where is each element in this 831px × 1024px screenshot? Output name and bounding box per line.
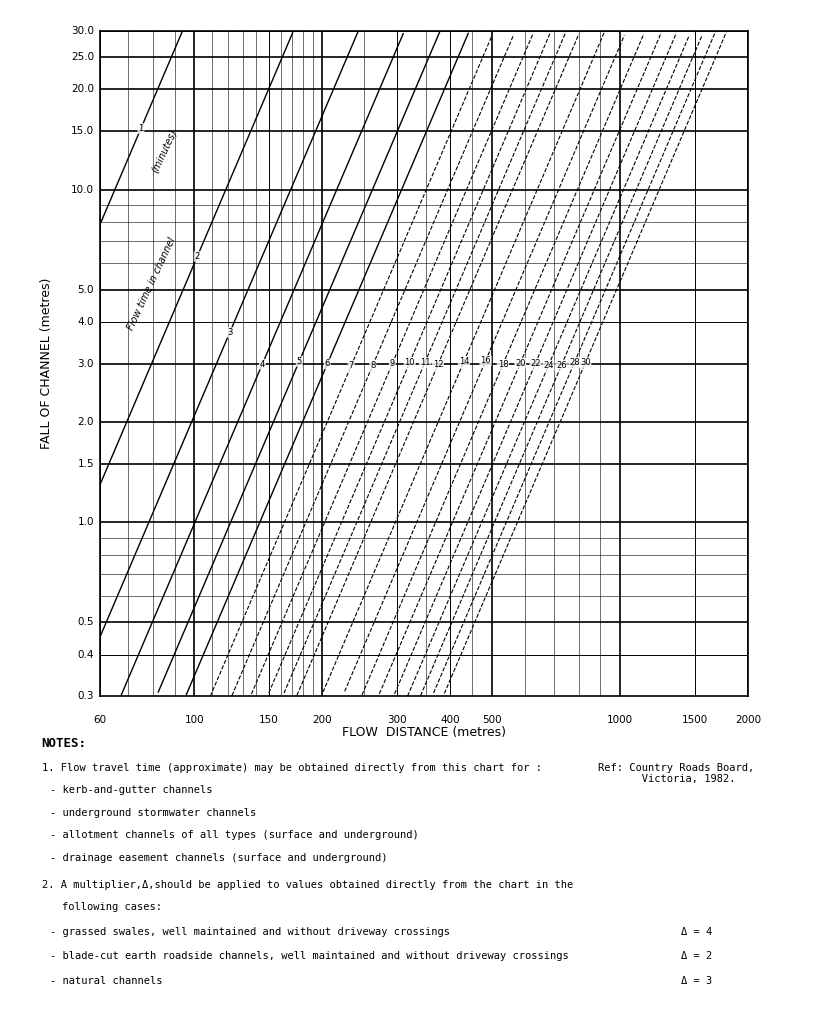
Text: Δ = 2: Δ = 2 bbox=[681, 951, 713, 962]
Text: 0.5: 0.5 bbox=[77, 617, 94, 628]
Text: - blade-cut earth roadside channels, well maintained and without driveway crossi: - blade-cut earth roadside channels, wel… bbox=[50, 951, 568, 962]
Text: Δ = 4: Δ = 4 bbox=[681, 927, 713, 937]
Text: 11: 11 bbox=[420, 358, 430, 367]
Text: 1.0: 1.0 bbox=[77, 517, 94, 527]
Text: 8: 8 bbox=[370, 360, 376, 370]
Text: 3: 3 bbox=[227, 328, 233, 337]
Text: 5.0: 5.0 bbox=[77, 285, 94, 295]
Text: - kerb-and-gutter channels: - kerb-and-gutter channels bbox=[50, 785, 213, 796]
Text: 18: 18 bbox=[498, 359, 509, 369]
Text: 400: 400 bbox=[440, 715, 460, 725]
Text: 1000: 1000 bbox=[607, 715, 633, 725]
Text: 5: 5 bbox=[297, 357, 302, 366]
Text: 0.3: 0.3 bbox=[77, 691, 94, 701]
Text: 1: 1 bbox=[138, 124, 144, 133]
Text: 200: 200 bbox=[312, 715, 332, 725]
Text: following cases:: following cases: bbox=[62, 902, 162, 912]
Text: 7: 7 bbox=[348, 361, 354, 371]
Text: 26: 26 bbox=[556, 360, 567, 370]
Text: Flow time in channel: Flow time in channel bbox=[125, 236, 178, 332]
Text: 14: 14 bbox=[459, 357, 470, 366]
Text: 6: 6 bbox=[325, 359, 330, 369]
Text: 1. Flow travel time (approximate) may be obtained directly from this chart for :: 1. Flow travel time (approximate) may be… bbox=[42, 763, 542, 773]
Text: NOTES:: NOTES: bbox=[42, 737, 86, 751]
Text: Δ = 3: Δ = 3 bbox=[681, 976, 713, 986]
Text: 16: 16 bbox=[480, 356, 491, 366]
Text: 300: 300 bbox=[387, 715, 407, 725]
Text: 3.0: 3.0 bbox=[77, 358, 94, 369]
Text: 10: 10 bbox=[405, 357, 415, 367]
Text: - grassed swales, well maintained and without driveway crossings: - grassed swales, well maintained and wi… bbox=[50, 927, 450, 937]
Text: (minutes): (minutes) bbox=[150, 127, 179, 174]
Text: 2.0: 2.0 bbox=[77, 417, 94, 427]
Text: 2: 2 bbox=[194, 252, 200, 261]
Text: - allotment channels of all types (surface and underground): - allotment channels of all types (surfa… bbox=[50, 830, 419, 841]
Text: 20.0: 20.0 bbox=[71, 84, 94, 94]
Text: 4.0: 4.0 bbox=[77, 317, 94, 327]
Text: 30: 30 bbox=[580, 358, 591, 368]
Text: 25.0: 25.0 bbox=[71, 52, 94, 62]
Y-axis label: FALL OF CHANNEL (metres): FALL OF CHANNEL (metres) bbox=[41, 278, 53, 450]
Text: - underground stormwater channels: - underground stormwater channels bbox=[50, 808, 256, 818]
X-axis label: FLOW  DISTANCE (metres): FLOW DISTANCE (metres) bbox=[342, 726, 506, 739]
Text: 15.0: 15.0 bbox=[71, 126, 94, 136]
Text: 1.5: 1.5 bbox=[77, 459, 94, 469]
Text: - drainage easement channels (surface and underground): - drainage easement channels (surface an… bbox=[50, 853, 387, 863]
Text: 22: 22 bbox=[530, 359, 541, 368]
Text: Ref: Country Roads Board,
       Victoria, 1982.: Ref: Country Roads Board, Victoria, 1982… bbox=[598, 763, 755, 784]
Text: 20: 20 bbox=[515, 358, 525, 368]
Text: 28: 28 bbox=[569, 358, 580, 367]
Text: 150: 150 bbox=[259, 715, 279, 725]
Text: 1500: 1500 bbox=[681, 715, 708, 725]
Text: 60: 60 bbox=[93, 715, 106, 725]
Text: 2000: 2000 bbox=[735, 715, 761, 725]
Text: 2. A multiplier,Δ,should be applied to values obtained directly from the chart i: 2. A multiplier,Δ,should be applied to v… bbox=[42, 880, 573, 890]
Text: 500: 500 bbox=[482, 715, 501, 725]
Text: 4: 4 bbox=[259, 359, 265, 369]
Text: - natural channels: - natural channels bbox=[50, 976, 162, 986]
Text: 12: 12 bbox=[433, 360, 443, 370]
Text: 0.4: 0.4 bbox=[77, 650, 94, 659]
Text: 9: 9 bbox=[390, 359, 395, 368]
Text: 100: 100 bbox=[184, 715, 204, 725]
Text: 30.0: 30.0 bbox=[71, 26, 94, 36]
Text: 24: 24 bbox=[543, 361, 553, 370]
Text: 10.0: 10.0 bbox=[71, 184, 94, 195]
